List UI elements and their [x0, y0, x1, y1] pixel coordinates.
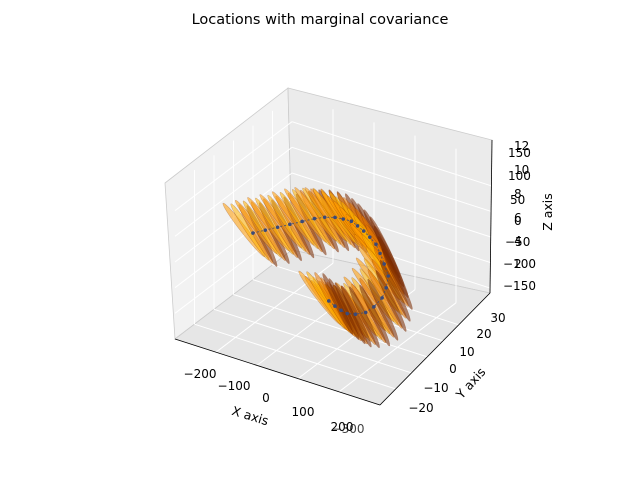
y-tick-label: 0 — [449, 362, 457, 376]
z-tick-label: 100 — [508, 169, 531, 183]
location-points — [251, 215, 391, 317]
covariance-ellipse — [381, 248, 413, 310]
z-tick-label: −150 — [503, 279, 536, 293]
location-point — [378, 251, 382, 256]
y-tick-label: −20 — [408, 401, 433, 415]
z-tick-label: 150 — [508, 146, 531, 160]
location-point — [300, 219, 304, 224]
z-tick-label-alt: 10 — [514, 163, 529, 177]
location-point — [374, 242, 378, 247]
location-point — [353, 312, 358, 317]
y-tick-label: −10 — [423, 381, 448, 395]
location-point — [345, 311, 350, 316]
location-point — [341, 217, 345, 221]
x-tick-label: 100 — [292, 405, 315, 419]
location-point — [372, 304, 376, 309]
z-tick-label: 0 — [514, 214, 522, 228]
z-tick-label: −50 — [505, 235, 530, 249]
z-tick-label: 50 — [510, 193, 525, 207]
grid-line — [213, 308, 420, 376]
location-point — [349, 219, 354, 224]
grid-line — [174, 121, 293, 212]
location-point — [322, 215, 327, 220]
location-point — [263, 228, 268, 232]
z-tick-label-alt: 2 — [514, 257, 522, 271]
grid-line — [291, 172, 498, 240]
x-tick-label-overlap: −300 — [332, 422, 365, 436]
grid-line — [174, 146, 293, 237]
location-point — [386, 274, 391, 278]
z-tick-label-alt: 8 — [514, 187, 522, 201]
z-axis-ticks: 150 100 50 0 −50 −100 −150 12 10 8 6 4 2 — [503, 139, 536, 293]
location-point — [368, 235, 372, 239]
grid-line — [194, 323, 400, 391]
location-point — [251, 231, 255, 235]
location-point — [326, 299, 331, 303]
y-tick-label: 10 — [459, 345, 474, 359]
z-tick-label-alt: 4 — [514, 234, 522, 248]
location-point — [333, 304, 337, 308]
z-tick-label-alt: 12 — [514, 139, 529, 153]
x-tick-label: 0 — [262, 391, 270, 405]
location-point — [355, 224, 360, 228]
covariance-ellipse — [348, 286, 380, 349]
covariance-ellipse — [375, 270, 407, 332]
z-axis-label: Z axis — [540, 193, 555, 231]
x-axis-ticks: −200 −100 0 100 200 −300 — [184, 367, 365, 436]
location-point — [382, 262, 386, 266]
x-tick-label: −100 — [218, 379, 251, 393]
grid-lines — [174, 109, 498, 393]
y-axis-label: Y axis — [452, 364, 488, 402]
location-point — [384, 285, 389, 290]
covariance-ellipse — [367, 278, 399, 341]
axis-lines — [174, 139, 493, 406]
location-point — [333, 215, 337, 220]
location-point — [275, 225, 280, 230]
y-axis-ticks: −20 −10 0 10 20 30 — [408, 311, 505, 415]
location-point — [288, 222, 292, 227]
location-point — [363, 310, 368, 315]
z-tick-label: −100 — [503, 257, 536, 271]
location-point — [361, 229, 366, 233]
y-tick-label: 20 — [476, 327, 491, 341]
location-point — [380, 296, 384, 300]
x-axis-label: X axis — [230, 403, 270, 428]
x-tick-label: 200 — [331, 420, 354, 434]
grid-line — [291, 146, 498, 214]
covariance-ellipse — [359, 284, 391, 347]
grid-line — [233, 294, 439, 361]
grid-line — [291, 121, 498, 189]
x-tick-label: −200 — [184, 367, 217, 381]
chart-title: Locations with marginal covariance — [192, 12, 449, 28]
y-tick-label: 30 — [490, 311, 505, 325]
trajectory-line — [252, 216, 389, 315]
location-point — [312, 216, 317, 221]
z-tick-label-alt: 6 — [514, 211, 522, 225]
location-point — [339, 308, 343, 313]
